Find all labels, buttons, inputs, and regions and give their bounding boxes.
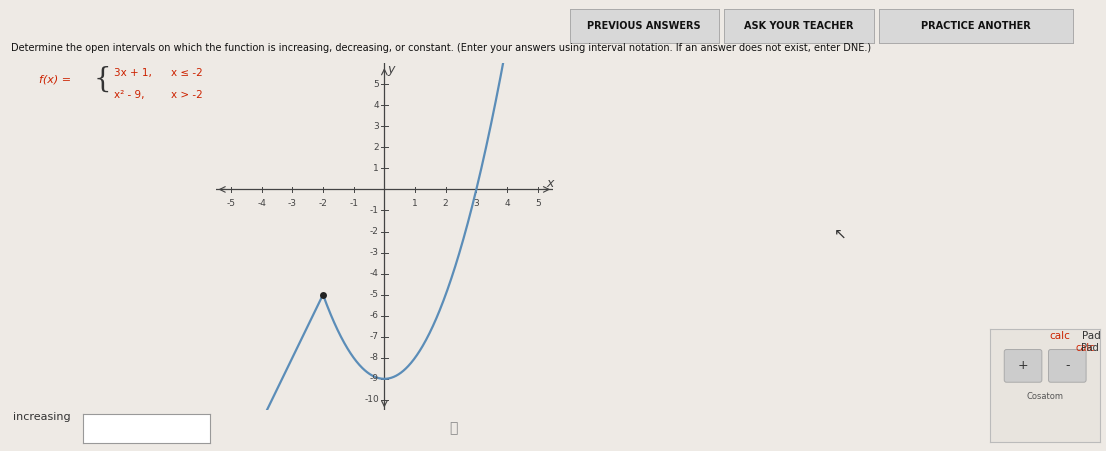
- Text: -4: -4: [369, 269, 379, 278]
- Text: 4: 4: [373, 101, 379, 110]
- Text: {: {: [94, 65, 112, 92]
- Text: x > -2: x > -2: [171, 90, 204, 100]
- Text: +: +: [1018, 359, 1029, 373]
- Text: y: y: [387, 63, 395, 76]
- Text: calc: calc: [1050, 331, 1071, 341]
- Text: ⓘ: ⓘ: [449, 421, 458, 435]
- Text: ↖: ↖: [834, 227, 847, 242]
- Text: -3: -3: [288, 199, 296, 208]
- Text: 3x + 1,: 3x + 1,: [114, 68, 152, 78]
- Text: PREVIOUS ANSWERS: PREVIOUS ANSWERS: [587, 21, 701, 31]
- Text: 2: 2: [373, 143, 379, 152]
- Text: 1: 1: [373, 164, 379, 173]
- Text: 4: 4: [504, 199, 510, 208]
- Text: -1: -1: [349, 199, 358, 208]
- Text: Pad: Pad: [1081, 343, 1098, 353]
- Text: calc: calc: [1075, 343, 1095, 353]
- Text: 2: 2: [442, 199, 448, 208]
- Text: -5: -5: [227, 199, 236, 208]
- Text: -: -: [1065, 359, 1070, 373]
- Text: increasing: increasing: [13, 412, 71, 422]
- Text: x ≤ -2: x ≤ -2: [171, 68, 204, 78]
- Text: PRACTICE ANOTHER: PRACTICE ANOTHER: [921, 21, 1031, 31]
- Text: Determine the open intervals on which the function is increasing, decreasing, or: Determine the open intervals on which th…: [11, 43, 872, 53]
- Text: ASK YOUR TEACHER: ASK YOUR TEACHER: [744, 21, 854, 31]
- Text: f(x) =: f(x) =: [39, 74, 71, 84]
- Text: -6: -6: [369, 311, 379, 320]
- Text: 3: 3: [373, 122, 379, 131]
- Text: -4: -4: [258, 199, 267, 208]
- FancyBboxPatch shape: [1048, 350, 1086, 382]
- Text: Cosatom: Cosatom: [1026, 392, 1064, 401]
- Text: -2: -2: [319, 199, 327, 208]
- Text: -8: -8: [369, 353, 379, 362]
- Text: x: x: [546, 177, 554, 189]
- Text: -9: -9: [369, 374, 379, 383]
- Text: -2: -2: [369, 227, 379, 236]
- Text: -7: -7: [369, 332, 379, 341]
- Text: -10: -10: [364, 396, 379, 405]
- Text: -3: -3: [369, 248, 379, 257]
- Text: 5: 5: [373, 80, 379, 89]
- Text: 3: 3: [473, 199, 479, 208]
- Text: 1: 1: [413, 199, 418, 208]
- Text: -1: -1: [369, 206, 379, 215]
- Text: -5: -5: [369, 290, 379, 299]
- Text: x² - 9,: x² - 9,: [114, 90, 145, 100]
- FancyBboxPatch shape: [1004, 350, 1042, 382]
- Text: 5: 5: [535, 199, 541, 208]
- Text: Pad: Pad: [1082, 331, 1100, 341]
